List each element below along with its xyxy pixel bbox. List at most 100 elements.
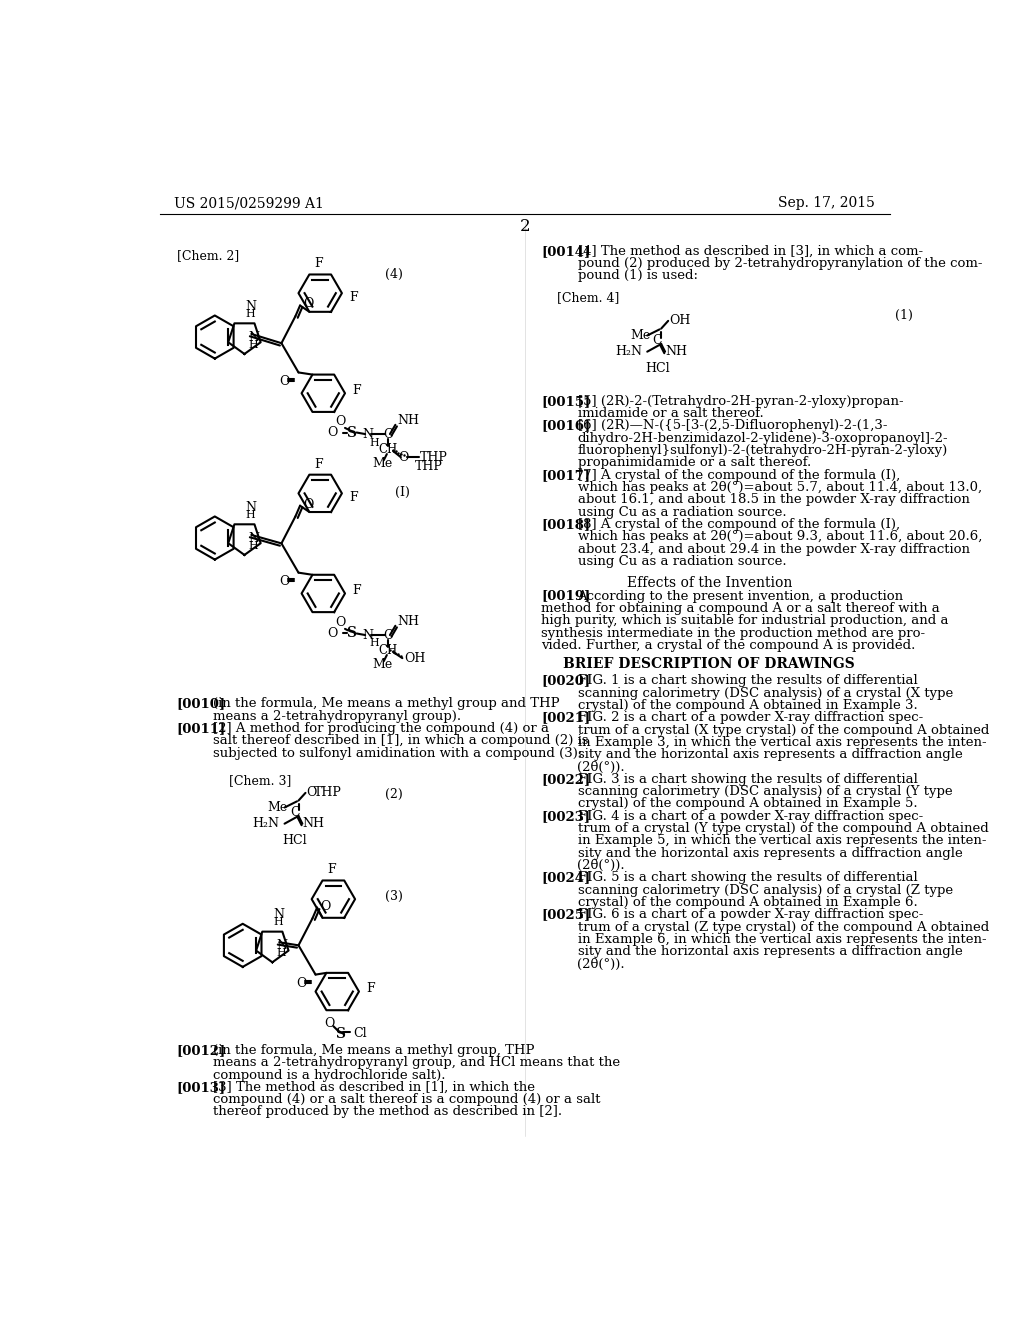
Text: pound (2) produced by 2-tetrahydropyranylation of the com-: pound (2) produced by 2-tetrahydropyrany…	[578, 257, 982, 271]
Text: [0022]: [0022]	[541, 774, 590, 785]
Text: O: O	[280, 576, 290, 589]
Text: crystal) of the compound A obtained in Example 5.: crystal) of the compound A obtained in E…	[578, 797, 918, 810]
Text: Me: Me	[630, 329, 650, 342]
Text: which has peaks at 2θ(°)=about 5.7, about 11.4, about 13.0,: which has peaks at 2θ(°)=about 5.7, abou…	[578, 480, 982, 494]
Text: high purity, which is suitable for industrial production, and a: high purity, which is suitable for indus…	[541, 614, 948, 627]
Text: [0014]: [0014]	[541, 244, 590, 257]
Text: O: O	[303, 297, 313, 310]
Text: C: C	[384, 428, 393, 441]
Text: thereof produced by the method as described in [2].: thereof produced by the method as descri…	[213, 1106, 562, 1118]
Text: H: H	[370, 639, 379, 648]
Text: about 16.1, and about 18.5 in the powder X-ray diffraction: about 16.1, and about 18.5 in the powder…	[578, 494, 970, 507]
Text: (in the formula, Me means a methyl group and THP: (in the formula, Me means a methyl group…	[213, 697, 560, 710]
Text: vided. Further, a crystal of the compound A is provided.: vided. Further, a crystal of the compoun…	[541, 639, 915, 652]
Text: O: O	[328, 426, 338, 440]
Text: about 23.4, and about 29.4 in the powder X-ray diffraction: about 23.4, and about 29.4 in the powder…	[578, 543, 970, 556]
Text: [5] (2R)-2-(Tetrahydro-2H-pyran-2-yloxy)propan-: [5] (2R)-2-(Tetrahydro-2H-pyran-2-yloxy)…	[578, 395, 903, 408]
Text: (2θ(°)).: (2θ(°)).	[578, 958, 625, 970]
Text: OH: OH	[403, 652, 425, 665]
Text: scanning calorimetry (DSC analysis) of a crystal (Z type: scanning calorimetry (DSC analysis) of a…	[578, 884, 952, 896]
Text: crystal) of the compound A obtained in Example 6.: crystal) of the compound A obtained in E…	[578, 896, 918, 909]
Text: [3] The method as described in [1], in which the: [3] The method as described in [1], in w…	[213, 1081, 536, 1094]
Text: O: O	[280, 375, 290, 388]
Text: N: N	[245, 500, 256, 513]
Text: pound (1) is used:: pound (1) is used:	[578, 269, 697, 282]
Text: compound (4) or a salt thereof is a compound (4) or a salt: compound (4) or a salt thereof is a comp…	[213, 1093, 601, 1106]
Text: (1): (1)	[895, 309, 913, 322]
Text: salt thereof described in [1], in which a compound (2) is: salt thereof described in [1], in which …	[213, 734, 589, 747]
Text: [0020]: [0020]	[541, 675, 590, 688]
Text: NH: NH	[397, 615, 420, 628]
Text: NH: NH	[302, 817, 325, 830]
Text: (4): (4)	[385, 268, 403, 281]
Text: CH: CH	[379, 444, 398, 455]
Text: [0023]: [0023]	[541, 810, 590, 822]
Text: O: O	[306, 787, 316, 800]
Text: H: H	[249, 541, 258, 550]
Text: [Chem. 4]: [Chem. 4]	[557, 290, 618, 304]
Text: THP: THP	[420, 450, 447, 463]
Text: propanimidamide or a salt thereof.: propanimidamide or a salt thereof.	[578, 457, 811, 470]
Text: N: N	[248, 532, 259, 545]
Text: THP: THP	[415, 459, 442, 473]
Text: fluorophenyl}sulfonyl)-2-(tetrahydro-2H-pyran-2-yloxy): fluorophenyl}sulfonyl)-2-(tetrahydro-2H-…	[578, 444, 948, 457]
Text: N: N	[275, 939, 287, 952]
Text: FIG. 4 is a chart of a powder X-ray diffraction spec-: FIG. 4 is a chart of a powder X-ray diff…	[578, 810, 923, 822]
Text: synthesis intermediate in the production method are pro-: synthesis intermediate in the production…	[541, 627, 926, 640]
Text: NH: NH	[665, 345, 687, 358]
Text: [Chem. 3]: [Chem. 3]	[228, 775, 291, 788]
Text: (3): (3)	[385, 890, 403, 903]
Text: F: F	[352, 384, 361, 397]
Text: Me: Me	[267, 801, 288, 814]
Text: F: F	[352, 583, 361, 597]
Text: scanning calorimetry (DSC analysis) of a crystal (Y type: scanning calorimetry (DSC analysis) of a…	[578, 785, 952, 799]
Text: (I): (I)	[394, 486, 410, 499]
Text: O: O	[335, 616, 345, 630]
Text: trum of a crystal (Z type crystal) of the compound A obtained: trum of a crystal (Z type crystal) of th…	[578, 921, 989, 933]
Text: sity and the horizontal axis represents a diffraction angle: sity and the horizontal axis represents …	[578, 847, 963, 859]
Text: in Example 6, in which the vertical axis represents the inten-: in Example 6, in which the vertical axis…	[578, 933, 986, 946]
Text: H: H	[246, 309, 255, 319]
Text: using Cu as a radiation source.: using Cu as a radiation source.	[578, 554, 786, 568]
Text: in Example 3, in which the vertical axis represents the inten-: in Example 3, in which the vertical axis…	[578, 737, 986, 748]
Text: trum of a crystal (Y type crystal) of the compound A obtained: trum of a crystal (Y type crystal) of th…	[578, 822, 988, 836]
Text: F: F	[314, 257, 323, 271]
Text: method for obtaining a compound A or a salt thereof with a: method for obtaining a compound A or a s…	[541, 602, 940, 615]
Text: which has peaks at 2θ(°)=about 9.3, about 11.6, about 20.6,: which has peaks at 2θ(°)=about 9.3, abou…	[578, 531, 982, 544]
Text: [6] (2R)—N-({5-[3-(2,5-Difluorophenyl)-2-(1,3-: [6] (2R)—N-({5-[3-(2,5-Difluorophenyl)-2…	[578, 420, 887, 433]
Text: [0011]: [0011]	[177, 722, 226, 735]
Text: subjected to sulfonyl amidination with a compound (3):: subjected to sulfonyl amidination with a…	[213, 747, 583, 760]
Text: O: O	[325, 1018, 335, 1031]
Text: Sep. 17, 2015: Sep. 17, 2015	[778, 197, 876, 210]
Text: (2θ(°)).: (2θ(°)).	[578, 760, 625, 774]
Text: N: N	[362, 628, 374, 642]
Text: According to the present invention, a production: According to the present invention, a pr…	[578, 590, 903, 603]
Text: scanning calorimetry (DSC analysis) of a crystal (X type: scanning calorimetry (DSC analysis) of a…	[578, 686, 952, 700]
Text: 2: 2	[519, 218, 530, 235]
Text: means a 2-tetrahydropyranyl group, and HCl means that the: means a 2-tetrahydropyranyl group, and H…	[213, 1056, 621, 1069]
Text: [0021]: [0021]	[541, 711, 590, 725]
Text: FIG. 1 is a chart showing the results of differential: FIG. 1 is a chart showing the results of…	[578, 675, 918, 688]
Text: dihydro-2H-benzimidazol-2-ylidene)-3-oxopropanoyl]-2-: dihydro-2H-benzimidazol-2-ylidene)-3-oxo…	[578, 432, 948, 445]
Text: [8] A crystal of the compound of the formula (I),: [8] A crystal of the compound of the for…	[578, 517, 900, 531]
Text: [0018]: [0018]	[541, 517, 590, 531]
Text: Effects of the Invention: Effects of the Invention	[627, 576, 792, 590]
Text: S: S	[335, 1027, 345, 1041]
Text: [0016]: [0016]	[541, 420, 590, 433]
Text: H₂N: H₂N	[614, 345, 642, 358]
Text: F: F	[328, 863, 336, 876]
Text: [0012]: [0012]	[177, 1044, 226, 1057]
Text: F: F	[367, 982, 376, 995]
Text: crystal) of the compound A obtained in Example 3.: crystal) of the compound A obtained in E…	[578, 700, 918, 711]
Text: (in the formula, Me means a methyl group, THP: (in the formula, Me means a methyl group…	[213, 1044, 535, 1057]
Text: (2): (2)	[385, 788, 403, 801]
Text: [0025]: [0025]	[541, 908, 590, 921]
Text: CH: CH	[379, 644, 398, 657]
Text: C: C	[290, 807, 299, 820]
Text: O: O	[398, 450, 409, 463]
Text: trum of a crystal (X type crystal) of the compound A obtained: trum of a crystal (X type crystal) of th…	[578, 723, 989, 737]
Text: C: C	[652, 334, 663, 347]
Text: F: F	[349, 292, 358, 305]
Text: O: O	[328, 627, 338, 640]
Text: [0019]: [0019]	[541, 590, 590, 603]
